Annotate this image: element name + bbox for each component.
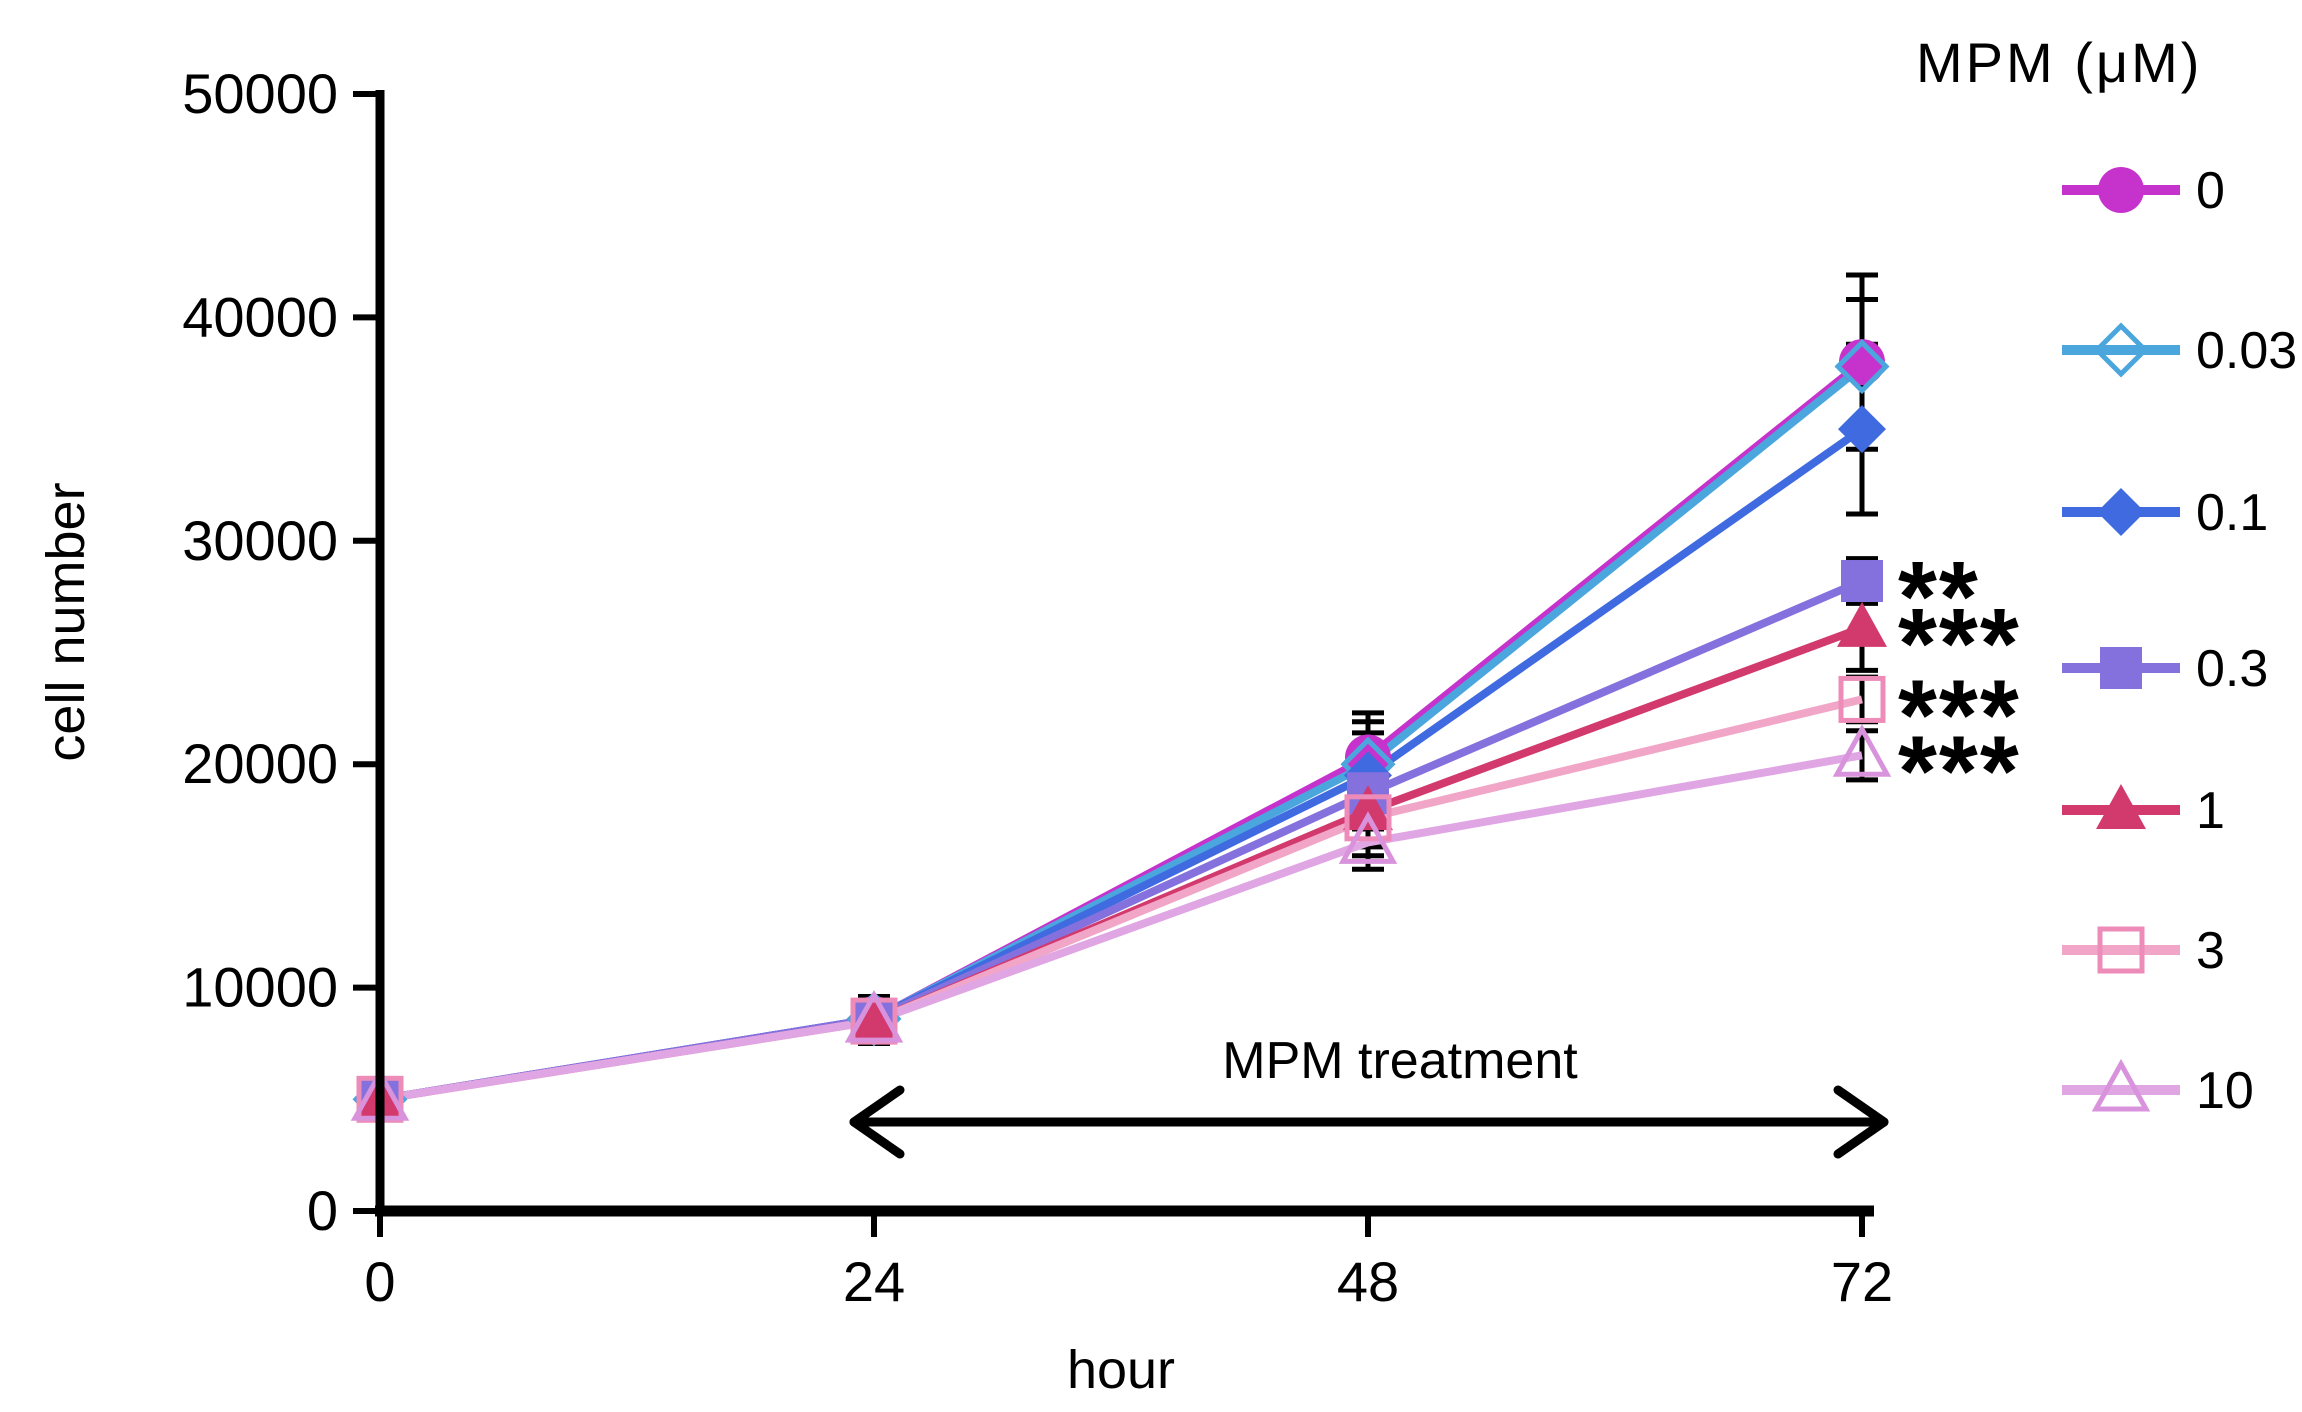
- legend-label: 0.3: [2196, 640, 2268, 698]
- legend-label: 3: [2196, 922, 2225, 980]
- significance-label-3: ***: [1898, 659, 2021, 771]
- legend-item-0.03: 0.03: [2062, 322, 2297, 380]
- series-line-0.3: [379, 577, 1864, 1104]
- legend-label: 0.03: [2196, 322, 2297, 380]
- annotations-group: ***********: [849, 541, 2021, 1159]
- marker-10-72h: [1832, 724, 1892, 777]
- legend-swatch-marker: [2098, 167, 2144, 213]
- legend-item-3: 3: [2062, 922, 2225, 980]
- legend-swatch-marker: [2091, 1058, 2151, 1112]
- legend-label: 10: [2196, 1062, 2254, 1120]
- legend-item-0.1: 0.1: [2062, 484, 2268, 542]
- y-tick-label: 50000: [182, 62, 338, 125]
- series-line-0.03: [379, 363, 1865, 1104]
- error-bars-group: [858, 272, 1878, 1046]
- series-line-10: [379, 751, 1863, 1104]
- legend-swatch-marker: [2097, 926, 2145, 974]
- legend-swatch-marker: [2096, 784, 2146, 829]
- y-tick-label: 40000: [182, 285, 338, 348]
- y-axis-title: cell number: [36, 482, 96, 761]
- legend-title: MPM (μM): [1916, 31, 2202, 94]
- legend-label: 0: [2196, 162, 2225, 220]
- marker-3-48h: [1344, 794, 1392, 842]
- marker-1-24h: [849, 995, 899, 1041]
- y-tick-label: 10000: [182, 956, 338, 1019]
- legend-swatch-marker: [2093, 322, 2149, 378]
- axes-group: [353, 90, 1874, 1237]
- marker-1-48h: [1343, 785, 1393, 831]
- legend-label: 0.1: [2196, 484, 2268, 542]
- y-tick-label: 0: [307, 1179, 338, 1242]
- series-line-0: [379, 358, 1865, 1104]
- series-line-1: [379, 624, 1864, 1104]
- legend-group: 0 0.03 0.1 0.3 1 3 10: [2062, 162, 2297, 1120]
- y-tick-label: 20000: [182, 732, 338, 795]
- treatment-arrow-head: [849, 1117, 905, 1159]
- series-line-0.1: [379, 425, 1865, 1104]
- legend-item-10: 10: [2062, 1058, 2254, 1120]
- treatment-arrow-head: [849, 1085, 905, 1127]
- legend-swatch-marker: [2097, 488, 2145, 536]
- significance-label-0.3: **: [1898, 541, 1980, 653]
- series-lines-group: [379, 358, 1865, 1104]
- x-tick-label: 0: [364, 1250, 395, 1313]
- marker-3-72h: [1838, 675, 1886, 723]
- treatment-arrow-head: [1833, 1117, 1889, 1159]
- legend-item-1: 1: [2062, 782, 2225, 840]
- legend-item-0: 0: [2062, 162, 2225, 220]
- treatment-annotation-label: MPM treatment: [1222, 1032, 1578, 1090]
- significance-label-1: ***: [1898, 588, 2021, 700]
- marker-10-24h: [844, 989, 904, 1043]
- treatment-arrow-head: [1833, 1085, 1889, 1127]
- legend-item-0.3: 0.3: [2062, 640, 2268, 698]
- x-tick-label: 48: [1337, 1250, 1399, 1313]
- x-tick-label: 72: [1831, 1250, 1893, 1313]
- marker-0.1-72h: [1838, 405, 1886, 454]
- legend-label: 1: [2196, 782, 2225, 840]
- x-tick-label: 24: [843, 1250, 905, 1313]
- series-markers-group: [350, 339, 1892, 1127]
- marker-1-72h: [1837, 601, 1887, 647]
- marker-0.3-72h: [1841, 560, 1883, 603]
- significance-label-10: ***: [1898, 715, 2021, 827]
- x-axis-title: hour: [1067, 1340, 1175, 1400]
- tick-labels-group: 0 10000 20000 30000 40000 50000 0 24 48 72: [182, 62, 1893, 1313]
- treatment-arrow: [849, 1085, 1889, 1159]
- marker-0.03-72h: [1834, 339, 1890, 395]
- legend-swatch-marker: [2100, 647, 2142, 689]
- y-tick-label: 30000: [182, 509, 338, 572]
- marker-10-48h: [1338, 811, 1398, 864]
